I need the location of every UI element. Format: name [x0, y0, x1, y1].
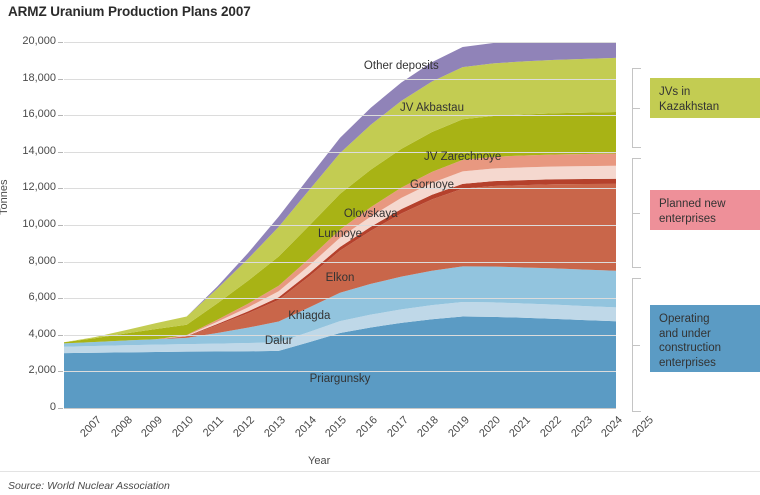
area-series-jv-akbastau [64, 57, 616, 343]
area-series-khiagda [64, 266, 616, 347]
y-axis-tick-mark [58, 408, 63, 409]
x-axis-tick-label: 2019 [446, 414, 472, 440]
x-axis-tick-label: 2016 [354, 414, 380, 440]
legend-group-box[interactable]: JVs in Kazakhstan [650, 78, 760, 118]
y-axis-tick-mark [58, 298, 63, 300]
x-axis-tick-label: 2021 [507, 414, 534, 440]
x-axis-tick-label: 2010 [170, 414, 196, 440]
y-axis-tick-mark [58, 42, 63, 43]
legend-bracket [632, 158, 642, 268]
gridline [64, 298, 616, 300]
gridline [64, 261, 616, 263]
y-axis-tick-label: 6,000 [28, 291, 56, 304]
legend-bracket [632, 68, 642, 148]
x-axis-tick-label: 2007 [78, 414, 104, 440]
x-axis-tick-label: 2020 [476, 414, 503, 440]
y-axis-tick-mark [58, 115, 63, 117]
area-series-jv-zarechnoye [64, 112, 616, 344]
area-series-priargunsky [64, 316, 616, 408]
gridline [64, 78, 616, 80]
y-axis-tick-label: 10,000 [22, 218, 56, 230]
y-axis-tick-mark [58, 261, 63, 263]
gridline [64, 371, 616, 373]
y-axis-tick-label: 0 [49, 401, 56, 413]
x-axis-tick-label: 2009 [139, 414, 166, 440]
y-axis-tick-mark [58, 371, 63, 373]
y-axis-tick-mark [58, 188, 63, 190]
gridline [64, 225, 616, 226]
gridline [64, 42, 616, 43]
x-axis-tick-label: 2022 [538, 414, 564, 440]
y-axis-title: Tonnes [0, 179, 10, 215]
plot-area [64, 42, 616, 409]
x-axis-tick-label: 2011 [200, 414, 226, 440]
legend-group-box[interactable]: Planned new enterprises [650, 190, 760, 230]
source-note: Source: World Nuclear Association [8, 480, 170, 492]
x-axis-tick-label: 2024 [599, 414, 626, 440]
y-axis-tick-mark [58, 151, 63, 153]
x-axis-tick-label: 2018 [415, 414, 442, 440]
y-axis-tick-label: 4,000 [28, 327, 56, 340]
x-axis-tick-label: 2017 [384, 414, 411, 440]
y-axis-tick-mark [58, 334, 63, 336]
y-axis-tick-label: 12,000 [22, 181, 56, 194]
x-axis-tick-label: 2013 [262, 414, 288, 440]
x-axis-line [64, 408, 616, 409]
chart-title: ARMZ Uranium Production Plans 2007 [8, 4, 251, 19]
x-axis-tick-label: 2014 [292, 414, 319, 440]
footer-divider [0, 471, 760, 472]
x-axis-title: Year [308, 455, 331, 467]
y-axis-tick-label: 8,000 [28, 254, 56, 267]
gridline [64, 188, 616, 190]
gridline [64, 334, 616, 336]
y-axis-tick-mark [58, 225, 63, 226]
x-axis-tick-label: 2015 [323, 414, 350, 440]
y-axis-tick-label: 2,000 [28, 364, 56, 377]
y-axis-tick-label: 20,000 [22, 35, 56, 47]
gridline [64, 151, 616, 153]
y-axis-tick-label: 14,000 [22, 144, 56, 157]
x-axis-tick-label: 2012 [231, 414, 258, 440]
y-axis-tick-mark [58, 78, 63, 80]
legend-group-box[interactable]: Operating and under construction enterpr… [650, 305, 760, 372]
x-axis-tick-label: 2023 [568, 414, 595, 440]
y-axis-tick-label: 16,000 [22, 108, 56, 121]
gridline [64, 115, 616, 117]
y-axis-tick-label: 18,000 [22, 71, 56, 84]
legend-bracket [632, 278, 642, 412]
stacked-area-series [64, 42, 616, 408]
x-axis-tick-label: 2025 [630, 414, 656, 440]
area-series-elkon [64, 183, 616, 344]
x-axis-tick-label: 2008 [108, 414, 135, 440]
area-series-dalur [64, 302, 616, 354]
